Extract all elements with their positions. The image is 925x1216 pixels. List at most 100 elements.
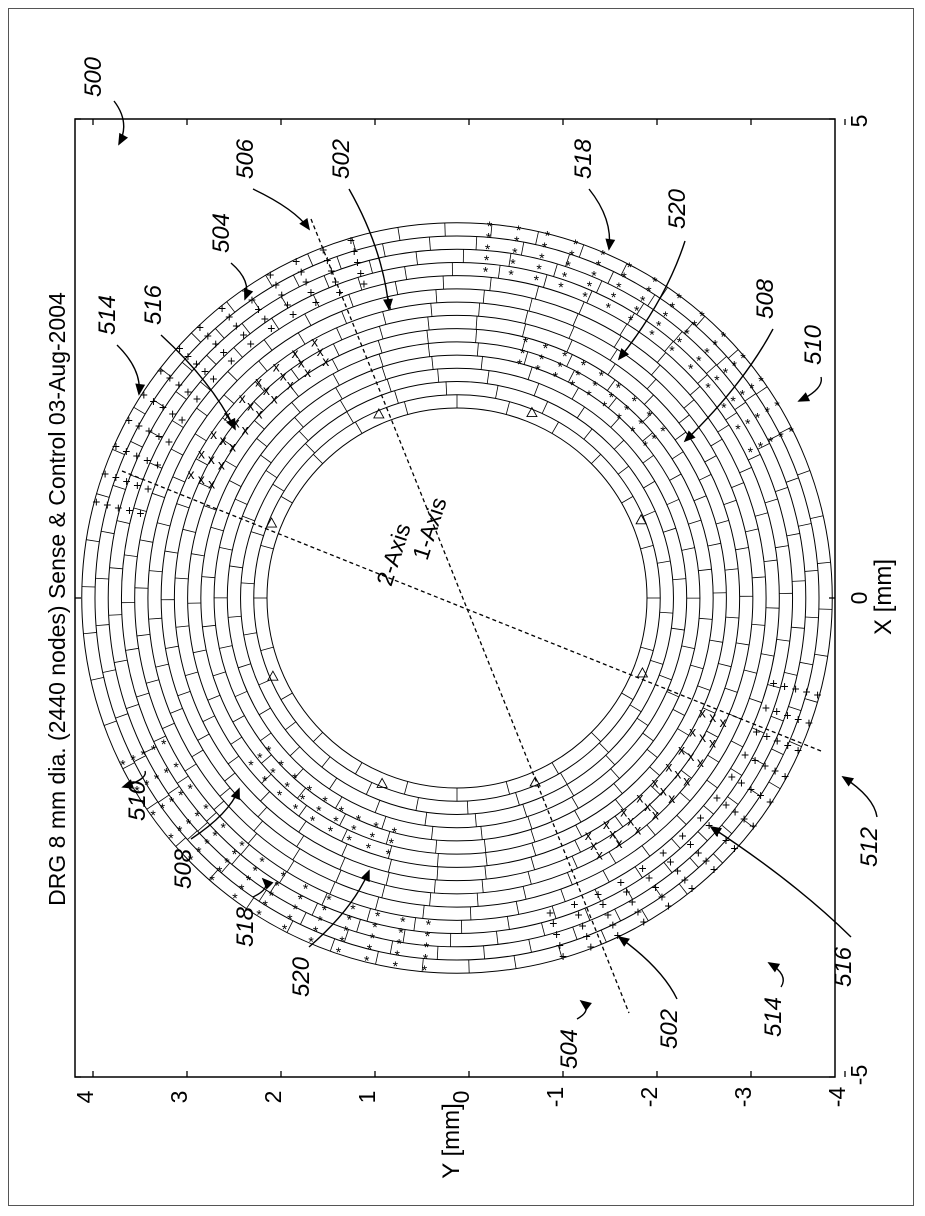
mesh-radial-segment	[292, 848, 301, 861]
mesh-radial-segment	[596, 280, 603, 293]
node-marker: +	[614, 927, 622, 943]
node-marker: *	[322, 793, 328, 809]
node-marker: +	[756, 787, 764, 803]
node-marker: +	[730, 840, 738, 856]
mesh-radial-segment	[650, 659, 664, 665]
y-tick-label-2: 2	[260, 1091, 286, 1104]
mesh-radial-segment	[172, 476, 185, 483]
mesh-radial-segment	[261, 773, 272, 784]
node-marker: *	[669, 343, 675, 359]
node-marker: *	[591, 267, 597, 283]
node-marker: *	[221, 820, 227, 836]
node-marker: *	[307, 782, 313, 798]
node-marker: *	[178, 787, 184, 803]
mesh-radial-segment	[148, 617, 162, 620]
node-marker: +	[694, 844, 702, 860]
mesh-radial-segment	[748, 453, 761, 461]
mesh-radial-segment	[112, 448, 125, 455]
mesh-radial-segment	[721, 824, 733, 835]
node-marker: +	[122, 443, 130, 459]
mesh-radial-segment	[730, 740, 744, 748]
node-marker: x	[709, 709, 716, 725]
node-marker: *	[640, 293, 646, 309]
x-tick-label-min: -5	[846, 1065, 872, 1085]
node-marker: +	[157, 363, 165, 379]
node-marker: *	[398, 924, 404, 940]
mesh-radial-segment	[253, 820, 263, 832]
node-marker: x	[198, 445, 205, 461]
node-marker: +	[556, 937, 564, 953]
leader-arrowhead	[135, 383, 146, 396]
node-marker: *	[704, 344, 710, 360]
node-marker: x	[298, 355, 305, 371]
mesh-radial-segment	[767, 434, 781, 441]
mesh-radial-segment	[578, 301, 585, 315]
leader-line	[710, 826, 852, 938]
node-marker: *	[373, 818, 379, 834]
node-marker: x	[218, 457, 225, 473]
mesh-radial-segment	[669, 473, 682, 481]
mesh-radial-segment	[609, 349, 618, 361]
y-tick-label-4: 4	[72, 1090, 98, 1103]
mesh-radial-segment	[430, 303, 433, 317]
mesh-radial-segment	[676, 815, 687, 825]
node-marker: +	[103, 496, 111, 512]
node-marker: *	[144, 776, 150, 792]
node-marker: *	[486, 229, 492, 245]
node-marker: *	[164, 765, 170, 781]
mesh-radial-segment	[212, 671, 226, 677]
mesh-radial-segment	[515, 792, 520, 806]
mesh-radial-segment	[427, 343, 431, 357]
node-marker: +	[347, 232, 355, 248]
mesh-radial-segment	[614, 815, 624, 828]
mesh-radial-segment	[381, 366, 387, 380]
mesh-radial-segment	[109, 567, 123, 570]
node-marker: +	[135, 417, 143, 433]
mesh-radial-segment	[253, 401, 264, 411]
node-marker: +	[144, 481, 152, 497]
mesh-radial-segment	[656, 352, 667, 363]
mesh-radial-segment	[191, 749, 204, 758]
node-marker: x	[247, 398, 254, 414]
node-marker: x	[220, 432, 227, 448]
mesh-ring	[94, 235, 820, 961]
mesh-radial-segment	[572, 313, 579, 326]
node-marker: +	[784, 737, 792, 753]
mesh-radial-segment	[226, 301, 236, 313]
mesh-radial-segment	[150, 431, 163, 439]
node-marker: +	[272, 277, 280, 293]
mesh-radial-segment	[799, 661, 813, 666]
mesh-radial-segment	[252, 298, 261, 311]
node-marker: +	[617, 874, 625, 890]
mesh-radial-segment	[672, 709, 685, 716]
node-marker: *	[632, 393, 638, 409]
mesh-radial-segment	[731, 482, 744, 488]
mesh-radial-segment	[203, 505, 217, 511]
leader-lines	[113, 100, 878, 1020]
mesh-radial-segment	[583, 428, 593, 440]
node-marker: x	[668, 790, 675, 806]
mesh-radial-segment	[697, 685, 711, 691]
mesh-radial-segment	[165, 645, 179, 649]
mesh-radial-segment	[382, 243, 386, 257]
mesh-radial-segment	[220, 862, 231, 874]
node-marker: *	[592, 377, 598, 393]
mesh-radial-segment	[679, 792, 691, 802]
node-marker: +	[771, 763, 779, 779]
mesh-radial-segment	[584, 908, 591, 921]
node-marker: +	[192, 355, 200, 371]
node-marker: x	[596, 847, 603, 863]
mesh-radial-segment	[739, 467, 752, 474]
node-marker: *	[514, 233, 520, 249]
node-marker: +	[184, 384, 192, 400]
node-marker: +	[297, 263, 305, 279]
mesh-radial-segment	[260, 454, 272, 464]
node-marker: *	[426, 917, 432, 933]
mesh-radial-segment	[698, 568, 712, 572]
leader-arrowhead	[360, 869, 370, 883]
mesh-radial-segment	[466, 800, 469, 815]
mesh-radial-segment	[243, 632, 257, 636]
mesh-radial-segment	[357, 277, 363, 291]
mesh-radial-segment	[234, 498, 248, 505]
node-marker: *	[196, 844, 202, 860]
